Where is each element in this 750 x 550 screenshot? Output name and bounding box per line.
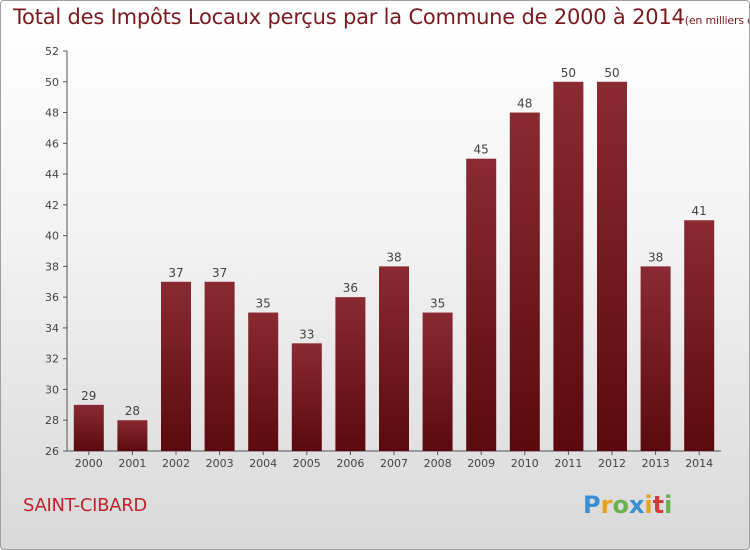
x-tick-label: 2001 xyxy=(118,457,146,470)
data-label: 35 xyxy=(430,297,445,311)
bar-2008[interactable] xyxy=(422,312,453,451)
logo-letter: x xyxy=(628,491,645,519)
x-tick-label: 2007 xyxy=(380,457,408,470)
data-label: 33 xyxy=(299,327,314,341)
data-label: 41 xyxy=(692,204,707,218)
bar-2010[interactable] xyxy=(509,112,540,452)
data-label: 36 xyxy=(343,281,358,295)
bar-2009[interactable] xyxy=(466,158,497,451)
x-tick-label: 2002 xyxy=(162,457,190,470)
chart-title-text: Total des Impôts Locaux perçus par la Co… xyxy=(13,5,685,29)
x-tick-label: 2011 xyxy=(554,457,582,470)
x-tick-label: 2000 xyxy=(75,457,103,470)
y-tick-label: 32 xyxy=(45,353,59,366)
logo-letter: P xyxy=(583,491,601,519)
data-label: 50 xyxy=(604,66,619,80)
data-label: 28 xyxy=(125,404,140,418)
x-tick-label: 2009 xyxy=(467,457,495,470)
proxiti-logo[interactable]: Proxiti xyxy=(583,491,672,519)
bar-2014[interactable] xyxy=(684,220,715,451)
bar-2012[interactable] xyxy=(597,81,627,452)
data-label: 48 xyxy=(517,97,532,111)
data-label: 50 xyxy=(561,66,576,80)
x-tick-label: 2004 xyxy=(249,457,277,470)
y-tick-label: 34 xyxy=(45,322,59,335)
data-label: 45 xyxy=(474,143,489,157)
bar-2000[interactable] xyxy=(73,404,104,451)
y-tick-label: 36 xyxy=(45,291,59,304)
x-tick-label: 2008 xyxy=(424,457,452,470)
y-tick-label: 52 xyxy=(45,45,59,58)
bar-2006[interactable] xyxy=(335,297,366,451)
x-tick-label: 2010 xyxy=(511,457,539,470)
data-label: 38 xyxy=(648,250,663,264)
y-tick-label: 26 xyxy=(45,445,59,458)
data-label: 37 xyxy=(212,266,227,280)
y-tick-label: 30 xyxy=(45,383,59,396)
y-tick-label: 42 xyxy=(45,199,59,212)
bar-2007[interactable] xyxy=(379,266,409,451)
bar-2011[interactable] xyxy=(553,81,584,452)
data-label: 35 xyxy=(256,297,271,311)
commune-name: SAINT-CIBARD xyxy=(23,495,147,516)
data-label: 38 xyxy=(386,250,401,264)
chart-title: Total des Impôts Locaux perçus par la Co… xyxy=(13,5,749,29)
x-tick-label: 2005 xyxy=(293,457,321,470)
y-tick-label: 38 xyxy=(45,260,59,273)
bar-2003[interactable] xyxy=(204,281,235,451)
x-tick-label: 2014 xyxy=(685,457,713,470)
x-tick-label: 2003 xyxy=(206,457,234,470)
data-label: 37 xyxy=(168,266,183,280)
y-tick-label: 48 xyxy=(45,107,59,120)
x-tick-label: 2013 xyxy=(642,457,670,470)
logo-letter: r xyxy=(600,491,613,519)
x-tick-label: 2006 xyxy=(336,457,364,470)
bar-2002[interactable] xyxy=(161,281,191,451)
bar-2005[interactable] xyxy=(291,343,322,451)
logo-letter: o xyxy=(612,491,629,519)
bar-2013[interactable] xyxy=(640,266,671,451)
logo-letter: i xyxy=(664,491,673,519)
data-label: 29 xyxy=(81,389,96,403)
bar-2001[interactable] xyxy=(117,420,148,451)
y-tick-label: 40 xyxy=(45,230,59,243)
y-tick-label: 28 xyxy=(45,414,59,427)
chart-unit: (en milliers d'€) xyxy=(684,14,749,27)
bar-2004[interactable] xyxy=(248,312,279,451)
y-tick-label: 46 xyxy=(45,137,59,150)
logo-letter: t xyxy=(652,491,665,519)
y-tick-label: 50 xyxy=(45,76,59,89)
x-tick-label: 2012 xyxy=(598,457,626,470)
logo-letter: i xyxy=(644,491,653,519)
y-tick-label: 44 xyxy=(45,168,59,181)
